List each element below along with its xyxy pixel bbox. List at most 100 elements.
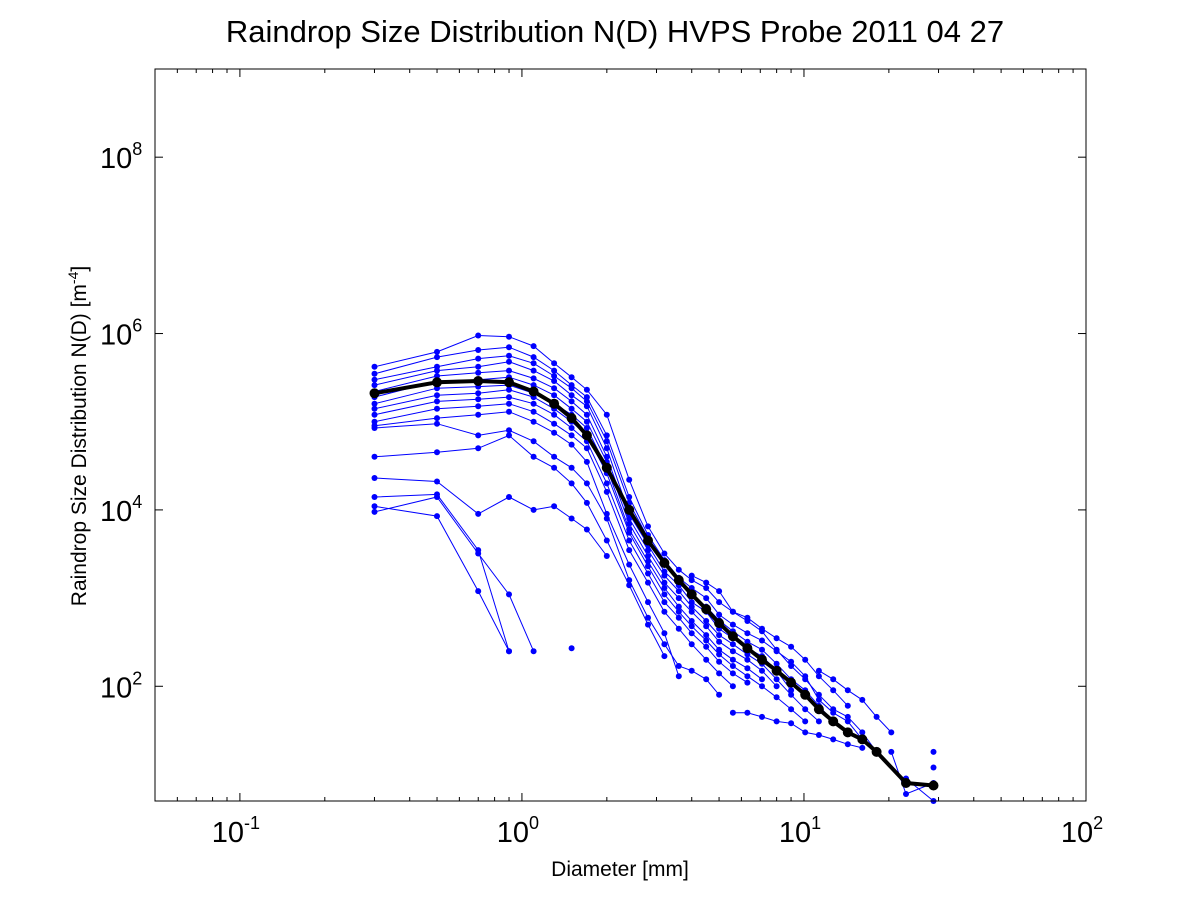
sample-point — [506, 494, 512, 500]
sample-point — [716, 646, 723, 653]
mean-point — [473, 376, 484, 386]
sample-point — [475, 550, 482, 557]
mean-point — [828, 716, 839, 727]
sample-point — [729, 709, 736, 716]
sample-point — [434, 392, 440, 399]
sample-point — [688, 667, 695, 674]
sample-point — [583, 526, 590, 533]
sample-point — [583, 425, 590, 431]
mean-point — [432, 377, 442, 388]
mean-point — [504, 377, 514, 388]
sample-series — [371, 332, 880, 755]
sample-point — [788, 691, 795, 698]
sample-point — [716, 670, 723, 677]
sample-point — [716, 658, 723, 665]
sample-point — [645, 579, 651, 586]
mean-point — [771, 665, 782, 676]
sample-point — [583, 480, 590, 487]
sample-point — [434, 348, 440, 355]
sample-point — [371, 376, 378, 383]
sample-point — [506, 400, 512, 407]
mean-point — [528, 386, 539, 397]
sample-point — [371, 475, 378, 481]
sample-point — [729, 656, 736, 663]
sample-point — [661, 630, 668, 637]
sample-point — [551, 378, 558, 384]
sample-point — [788, 687, 795, 694]
sample-point — [551, 360, 558, 367]
sample-point — [371, 363, 378, 370]
sample-point — [661, 550, 668, 557]
sample-point — [371, 453, 378, 460]
sample-point — [530, 648, 537, 655]
mean-point — [549, 398, 560, 409]
mean-point — [742, 643, 753, 654]
sample-point — [371, 400, 378, 407]
sample-point — [773, 676, 780, 683]
sample-point — [759, 625, 765, 632]
sample-point — [729, 670, 736, 677]
sample-point — [530, 408, 537, 415]
sample-point — [903, 791, 909, 797]
sample-point — [371, 494, 378, 500]
sample-point — [802, 706, 809, 713]
sample-point — [744, 638, 751, 645]
plot-background — [155, 69, 1086, 801]
mean-point — [581, 430, 592, 441]
sample-series — [371, 394, 751, 686]
sample-point — [645, 563, 651, 570]
sample-point — [475, 363, 482, 370]
mean-point — [786, 677, 797, 688]
sample-point — [788, 658, 795, 665]
sample-series — [371, 420, 723, 698]
sample-point — [703, 643, 710, 650]
sample-point — [645, 570, 651, 577]
sample-point — [434, 449, 440, 456]
sample-point — [815, 691, 822, 698]
sample-point — [802, 729, 809, 736]
sample-point — [645, 523, 651, 530]
sample-point — [506, 394, 512, 401]
sample-point — [661, 572, 668, 579]
mean-point — [842, 727, 853, 738]
sample-point — [688, 603, 695, 610]
sample-point — [859, 696, 866, 703]
sample-point — [675, 625, 682, 632]
tick-labels: 10-1 100 101 102 102 104 106 108 — [100, 139, 1103, 849]
sample-point — [506, 591, 512, 598]
sample-point — [475, 411, 482, 418]
sample-point — [773, 683, 780, 690]
sample-point — [530, 360, 537, 367]
sample-point — [744, 656, 751, 663]
sample-series — [371, 432, 668, 660]
mean-point — [673, 575, 684, 586]
sample-point — [568, 385, 575, 392]
mean-point — [928, 780, 939, 791]
sample-point — [645, 614, 651, 621]
sample-point — [626, 476, 633, 483]
x-tick-label: 101 — [779, 813, 821, 849]
sample-point — [815, 732, 822, 738]
sample-point — [506, 432, 512, 439]
sample-point — [844, 713, 851, 720]
sample-point — [371, 503, 378, 510]
sample-point — [371, 508, 378, 515]
sample-point — [802, 673, 809, 680]
sample-point — [729, 683, 736, 690]
sample-point — [716, 599, 723, 606]
sample-point — [830, 676, 837, 683]
sample-point — [568, 398, 575, 405]
mean-point — [624, 504, 635, 515]
sample-point — [688, 630, 695, 637]
sample-point — [744, 630, 751, 637]
mean-point — [857, 734, 868, 745]
sample-series — [815, 667, 895, 736]
mean-point — [714, 618, 725, 629]
sample-point — [802, 656, 809, 663]
sample-point — [530, 506, 537, 513]
sample-series — [371, 503, 512, 655]
sample-point — [371, 370, 378, 377]
sample-point — [930, 764, 937, 771]
sample-point — [506, 427, 512, 434]
